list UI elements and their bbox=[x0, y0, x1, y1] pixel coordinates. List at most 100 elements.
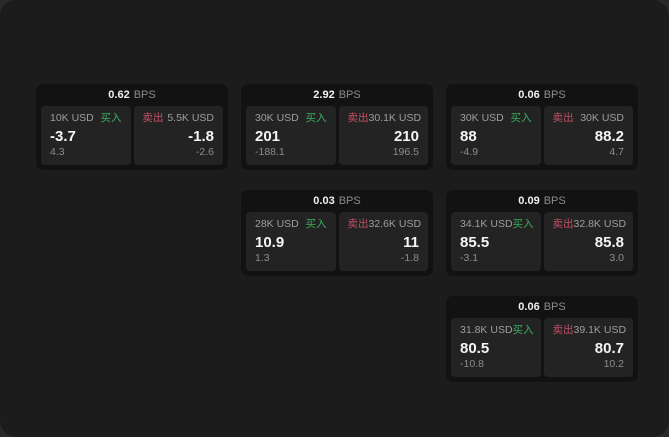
sell-amount: 5.5K USD bbox=[167, 112, 214, 124]
buy-panel-top: 31.8K USD 买入 bbox=[460, 324, 534, 337]
quote-card: 0.09 BPS 34.1K USD 买入 85.5 -3.1 卖出 32.8K… bbox=[446, 190, 638, 276]
card-header: 0.06 BPS bbox=[451, 84, 633, 106]
buy-price: 85.5 bbox=[460, 234, 490, 251]
buy-amount: 31.8K USD bbox=[460, 324, 513, 336]
buy-label: 买入 bbox=[305, 218, 327, 230]
buy-panel[interactable]: 34.1K USD 买入 85.5 -3.1 bbox=[451, 212, 541, 271]
sell-amount: 32.6K USD bbox=[368, 218, 422, 230]
sell-panel-top: 卖出 32.6K USD bbox=[347, 218, 422, 231]
sell-panel-top: 卖出 5.5K USD bbox=[143, 112, 215, 125]
quote-card: 0.06 BPS 30K USD 买入 88 -4.9 卖出 30K USD bbox=[446, 84, 638, 170]
buy-delta: -10.8 bbox=[460, 358, 484, 370]
sell-amount: 39.1K USD bbox=[573, 324, 627, 336]
buy-price: 88 bbox=[460, 128, 477, 145]
bps-unit: BPS bbox=[543, 195, 566, 207]
sell-delta: 3.0 bbox=[609, 252, 624, 264]
buy-amount: 10K USD bbox=[50, 112, 94, 124]
buy-delta: -3.1 bbox=[460, 252, 479, 264]
sell-panel[interactable]: 卖出 32.8K USD 85.8 3.0 bbox=[543, 212, 633, 271]
buy-amount: 30K USD bbox=[460, 112, 504, 124]
bps-unit: BPS bbox=[338, 89, 361, 101]
buy-delta: -4.9 bbox=[460, 146, 479, 158]
buy-amount: 28K USD bbox=[255, 218, 299, 230]
sell-panel-top: 卖出 39.1K USD bbox=[552, 324, 627, 337]
buy-panel[interactable]: 31.8K USD 买入 80.5 -10.8 bbox=[451, 318, 541, 377]
sell-label: 卖出 bbox=[347, 218, 369, 230]
bps-value: 0.62 bbox=[108, 89, 130, 101]
quote-panels: 31.8K USD 买入 80.5 -10.8 卖出 39.1K USD 80.… bbox=[451, 318, 633, 377]
bps-unit: BPS bbox=[543, 301, 566, 313]
quote-card: 0.03 BPS 28K USD 买入 10.9 1.3 卖出 32.6K US… bbox=[241, 190, 433, 276]
buy-label: 买入 bbox=[512, 324, 534, 336]
buy-panel[interactable]: 28K USD 买入 10.9 1.3 bbox=[246, 212, 336, 271]
sell-label: 卖出 bbox=[552, 112, 574, 124]
sell-label: 卖出 bbox=[552, 324, 574, 336]
quote-card-grid: 0.62 BPS 10K USD 买入 -3.7 4.3 卖出 5.5K USD bbox=[36, 84, 638, 382]
buy-panel-top: 28K USD 买入 bbox=[255, 218, 327, 231]
bps-unit: BPS bbox=[338, 195, 361, 207]
buy-delta: 4.3 bbox=[50, 146, 65, 158]
sell-label: 卖出 bbox=[347, 112, 369, 124]
sell-panel[interactable]: 卖出 39.1K USD 80.7 10.2 bbox=[543, 318, 633, 377]
sell-price: 88.2 bbox=[594, 128, 624, 145]
buy-label: 买入 bbox=[512, 218, 534, 230]
quote-card: 0.62 BPS 10K USD 买入 -3.7 4.3 卖出 5.5K USD bbox=[36, 84, 228, 170]
buy-amount: 34.1K USD bbox=[460, 218, 513, 230]
sell-panel[interactable]: 卖出 5.5K USD -1.8 -2.6 bbox=[133, 106, 223, 165]
bps-value: 0.03 bbox=[313, 195, 335, 207]
card-header: 0.06 BPS bbox=[451, 296, 633, 318]
bps-value: 0.09 bbox=[518, 195, 540, 207]
sell-delta: 10.2 bbox=[603, 358, 624, 370]
buy-panel-top: 10K USD 买入 bbox=[50, 112, 122, 125]
quote-panels: 30K USD 买入 201 -188.1 卖出 30.1K USD 210 1… bbox=[246, 106, 428, 165]
sell-panel[interactable]: 卖出 30.1K USD 210 196.5 bbox=[338, 106, 428, 165]
sell-delta: -1.8 bbox=[400, 252, 419, 264]
card-header: 0.62 BPS bbox=[41, 84, 223, 106]
buy-panel[interactable]: 30K USD 买入 88 -4.9 bbox=[451, 106, 541, 165]
sell-price: 80.7 bbox=[594, 340, 624, 357]
buy-price: 80.5 bbox=[460, 340, 490, 357]
sell-label: 卖出 bbox=[142, 112, 164, 124]
sell-label: 卖出 bbox=[552, 218, 574, 230]
sell-delta: 4.7 bbox=[609, 146, 624, 158]
bps-unit: BPS bbox=[133, 89, 156, 101]
sell-panel-top: 卖出 32.8K USD bbox=[552, 218, 627, 231]
buy-price: 201 bbox=[255, 128, 281, 145]
card-header: 0.03 BPS bbox=[246, 190, 428, 212]
card-header: 2.92 BPS bbox=[246, 84, 428, 106]
buy-delta: 1.3 bbox=[255, 252, 270, 264]
bps-value: 2.92 bbox=[313, 89, 335, 101]
sell-panel-top: 卖出 30K USD bbox=[553, 112, 625, 125]
sell-amount: 30K USD bbox=[580, 112, 624, 124]
quote-card: 0.06 BPS 31.8K USD 买入 80.5 -10.8 卖出 39.1… bbox=[446, 296, 638, 382]
sell-panel[interactable]: 卖出 30K USD 88.2 4.7 bbox=[543, 106, 633, 165]
sell-price: 210 bbox=[393, 128, 419, 145]
buy-panel-top: 34.1K USD 买入 bbox=[460, 218, 534, 231]
sell-panel[interactable]: 卖出 32.6K USD 11 -1.8 bbox=[338, 212, 428, 271]
sell-price: 11 bbox=[403, 234, 419, 251]
quote-panels: 30K USD 买入 88 -4.9 卖出 30K USD 88.2 4.7 bbox=[451, 106, 633, 165]
sell-delta: 196.5 bbox=[392, 146, 419, 158]
buy-amount: 30K USD bbox=[255, 112, 299, 124]
card-header: 0.09 BPS bbox=[451, 190, 633, 212]
buy-label: 买入 bbox=[510, 112, 532, 124]
sell-delta: -2.6 bbox=[195, 146, 214, 158]
bps-value: 0.06 bbox=[518, 89, 540, 101]
buy-panel[interactable]: 30K USD 买入 201 -188.1 bbox=[246, 106, 336, 165]
quote-panels: 34.1K USD 买入 85.5 -3.1 卖出 32.8K USD 85.8… bbox=[451, 212, 633, 271]
buy-label: 买入 bbox=[305, 112, 327, 124]
quote-panels: 28K USD 买入 10.9 1.3 卖出 32.6K USD 11 -1.8 bbox=[246, 212, 428, 271]
quote-card: 2.92 BPS 30K USD 买入 201 -188.1 卖出 30.1K … bbox=[241, 84, 433, 170]
buy-panel-top: 30K USD 买入 bbox=[255, 112, 327, 125]
buy-panel-top: 30K USD 买入 bbox=[460, 112, 532, 125]
sell-price: -1.8 bbox=[188, 128, 214, 145]
buy-label: 买入 bbox=[100, 112, 122, 124]
bps-unit: BPS bbox=[543, 89, 566, 101]
sell-price: 85.8 bbox=[594, 234, 624, 251]
buy-price: 10.9 bbox=[255, 234, 285, 251]
buy-panel[interactable]: 10K USD 买入 -3.7 4.3 bbox=[41, 106, 131, 165]
sell-amount: 32.8K USD bbox=[573, 218, 627, 230]
sell-amount: 30.1K USD bbox=[368, 112, 422, 124]
buy-price: -3.7 bbox=[50, 128, 76, 145]
